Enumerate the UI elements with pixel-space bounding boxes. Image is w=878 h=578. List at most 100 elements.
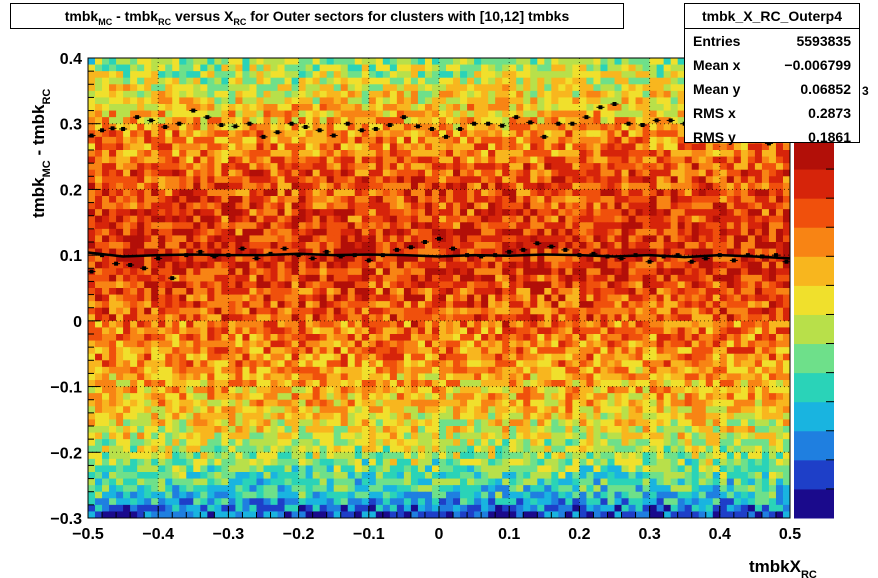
heatmap-cell <box>523 242 531 249</box>
heatmap-cell <box>551 123 559 131</box>
heatmap-cell <box>509 340 517 348</box>
heatmap-cell <box>579 334 587 341</box>
heatmap-cell <box>446 307 454 315</box>
heatmap-cell <box>333 202 342 210</box>
heatmap-cell <box>551 163 559 171</box>
heatmap-cell <box>642 215 650 223</box>
heatmap-cell <box>544 117 552 125</box>
heatmap-cell <box>677 340 686 348</box>
heatmap-cell <box>389 360 398 368</box>
heatmap-cell <box>256 281 264 289</box>
heatmap-cell <box>474 366 482 374</box>
heatmap-cell <box>488 228 496 236</box>
heatmap-cell <box>137 373 145 381</box>
heatmap-cell <box>754 255 763 263</box>
heatmap-cell <box>424 268 433 276</box>
heatmap-cell <box>572 84 580 92</box>
heatmap-cell <box>403 215 412 223</box>
heatmap-cell <box>516 130 524 138</box>
heatmap-cell <box>502 97 510 105</box>
heatmap-cell <box>172 334 180 341</box>
heatmap-cell <box>586 130 594 138</box>
heatmap-cell <box>621 307 629 315</box>
heatmap-cell <box>88 150 96 157</box>
heatmap-cell <box>305 143 314 151</box>
heatmap-cell <box>277 196 285 203</box>
heatmap-cell <box>256 294 264 302</box>
heatmap-cell <box>537 136 545 144</box>
heatmap-cell <box>228 222 236 230</box>
heatmap-cell <box>417 176 426 184</box>
heatmap-cell <box>621 117 629 125</box>
heatmap-cell <box>333 261 342 269</box>
heatmap-cell <box>242 294 250 302</box>
heatmap-cell <box>130 130 138 138</box>
heatmap-cell <box>551 110 559 118</box>
heatmap-cell <box>172 117 180 125</box>
heatmap-cell <box>509 58 517 65</box>
heatmap-cell <box>144 90 152 98</box>
heatmap-cell <box>144 281 152 289</box>
heatmap-cell <box>326 150 335 157</box>
heatmap-cell <box>460 307 468 315</box>
heatmap-cell <box>614 130 622 138</box>
heatmap-cell <box>207 202 215 210</box>
heatmap-cell <box>193 117 201 125</box>
heatmap-cell <box>340 288 349 295</box>
heatmap-cell <box>144 360 152 368</box>
heatmap-cell <box>677 123 686 131</box>
heatmap-cell <box>467 301 475 309</box>
heatmap-cell <box>607 288 615 295</box>
heatmap-cell <box>621 320 629 328</box>
heatmap-cell <box>670 340 679 348</box>
heatmap-cell <box>207 281 215 289</box>
heatmap-cell <box>221 143 229 151</box>
heatmap-cell <box>733 156 742 164</box>
heatmap-cell <box>396 294 405 302</box>
heatmap-cell <box>509 373 517 381</box>
heatmap-cell <box>726 143 735 151</box>
heatmap-cell <box>312 288 321 295</box>
heatmap-cell <box>186 274 194 282</box>
heatmap-cell <box>761 248 770 256</box>
heatmap-cell <box>586 307 594 315</box>
heatmap-cell <box>298 169 307 177</box>
heatmap-cell <box>305 360 314 368</box>
heatmap-cell <box>298 261 307 269</box>
heatmap-cell <box>116 71 124 79</box>
heatmap-cell <box>467 163 475 171</box>
heatmap-cell <box>116 163 124 171</box>
heatmap-cell <box>431 248 440 256</box>
heatmap-cell <box>151 228 159 236</box>
heatmap-cell <box>277 235 285 243</box>
heatmap-cell <box>95 189 103 197</box>
heatmap-cell <box>368 156 377 164</box>
heatmap-cell <box>228 130 236 138</box>
heatmap-cell <box>347 110 356 118</box>
heatmap-cell <box>586 77 594 85</box>
heatmap-cell <box>165 281 173 289</box>
heatmap-cell <box>474 294 482 302</box>
heatmap-cell <box>782 281 791 289</box>
heatmap-cell <box>642 209 650 217</box>
heatmap-cell <box>656 176 665 184</box>
heatmap-cell <box>523 353 531 361</box>
heatmap-cell <box>354 380 363 387</box>
heatmap-cell <box>284 117 292 125</box>
heatmap-cell <box>747 373 756 381</box>
heatmap-cell <box>158 314 166 322</box>
heatmap-cell <box>417 84 426 92</box>
heatmap-cell <box>481 163 489 171</box>
heatmap-cell <box>698 176 707 184</box>
heatmap-cell <box>242 209 250 217</box>
heatmap-cell <box>284 327 292 335</box>
heatmap-cell <box>298 380 307 387</box>
heatmap-cell <box>137 327 145 335</box>
heatmap-cell <box>298 255 307 263</box>
heatmap-cell <box>740 150 749 157</box>
heatmap-cell <box>256 136 264 144</box>
heatmap-cell <box>572 163 580 171</box>
heatmap-cell <box>474 176 482 184</box>
heatmap-cell <box>235 288 243 295</box>
heatmap-cell <box>740 274 749 282</box>
